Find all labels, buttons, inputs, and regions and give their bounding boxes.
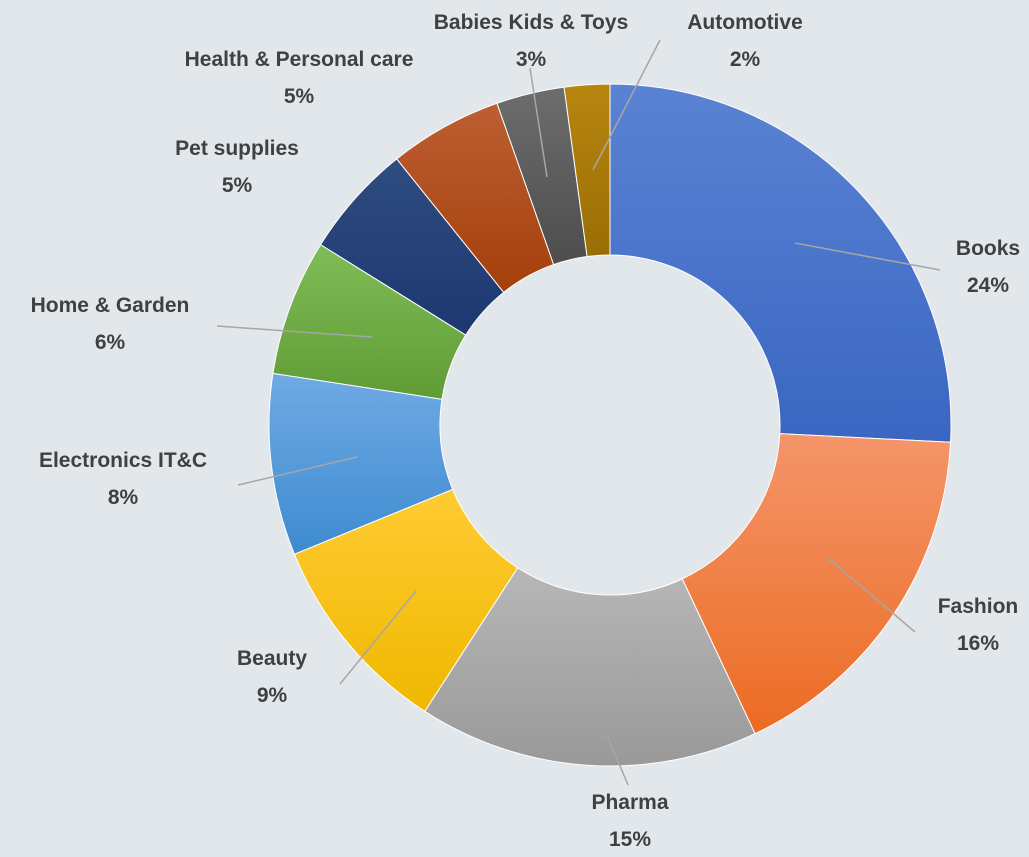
slice-books: [609, 83, 952, 443]
category-label-health-and-personal-care: Health & Personal care: [185, 48, 414, 71]
leader-line-books: [794, 242, 941, 271]
percent-label-fashion: 16%: [957, 632, 999, 655]
data-labels: Books 24% Fashion 16% Pharma 15% Beauty 9% Elect…: [31, 11, 1020, 851]
leader-line-automotive: [592, 39, 661, 171]
leader-line-pharma: [606, 734, 629, 786]
percent-label-pharma: 15%: [609, 828, 651, 851]
percent-label-beauty: 9%: [257, 684, 288, 707]
slice-automotive: [563, 83, 611, 258]
percent-label-books: 24%: [967, 274, 1009, 297]
percent-label-home-and-garden: 6%: [95, 331, 126, 354]
leader-line-beauty: [339, 590, 417, 685]
leader-line-home-and-garden: [216, 325, 373, 338]
leader-line-babies-kids-and-toys: [529, 67, 548, 178]
percent-label-babies-kids-and-toys: 3%: [516, 48, 547, 71]
percent-label-automotive: 2%: [730, 48, 761, 71]
category-label-electronics-itandc: Electronics IT&C: [39, 449, 207, 472]
leader-line-fashion: [827, 557, 916, 633]
leader-line-electronics-itandc: [237, 456, 358, 486]
category-label-fashion: Fashion: [938, 595, 1019, 618]
percent-label-electronics-itandc: 8%: [108, 486, 139, 509]
slice-pharma: [424, 567, 756, 767]
category-label-books: Books: [956, 237, 1020, 260]
category-label-home-and-garden: Home & Garden: [31, 294, 190, 317]
leader-lines: [216, 39, 941, 786]
slice-fashion: [681, 433, 952, 735]
category-label-babies-kids-and-toys: Babies Kids & Toys: [434, 11, 629, 34]
category-label-automotive: Automotive: [687, 11, 803, 34]
category-label-pet-supplies: Pet supplies: [175, 137, 299, 160]
category-label-beauty: Beauty: [237, 647, 307, 670]
percent-label-pet-supplies: 5%: [222, 174, 253, 197]
category-label-pharma: Pharma: [591, 791, 668, 814]
percent-label-health-and-personal-care: 5%: [284, 85, 315, 108]
donut-slices: [268, 83, 952, 767]
